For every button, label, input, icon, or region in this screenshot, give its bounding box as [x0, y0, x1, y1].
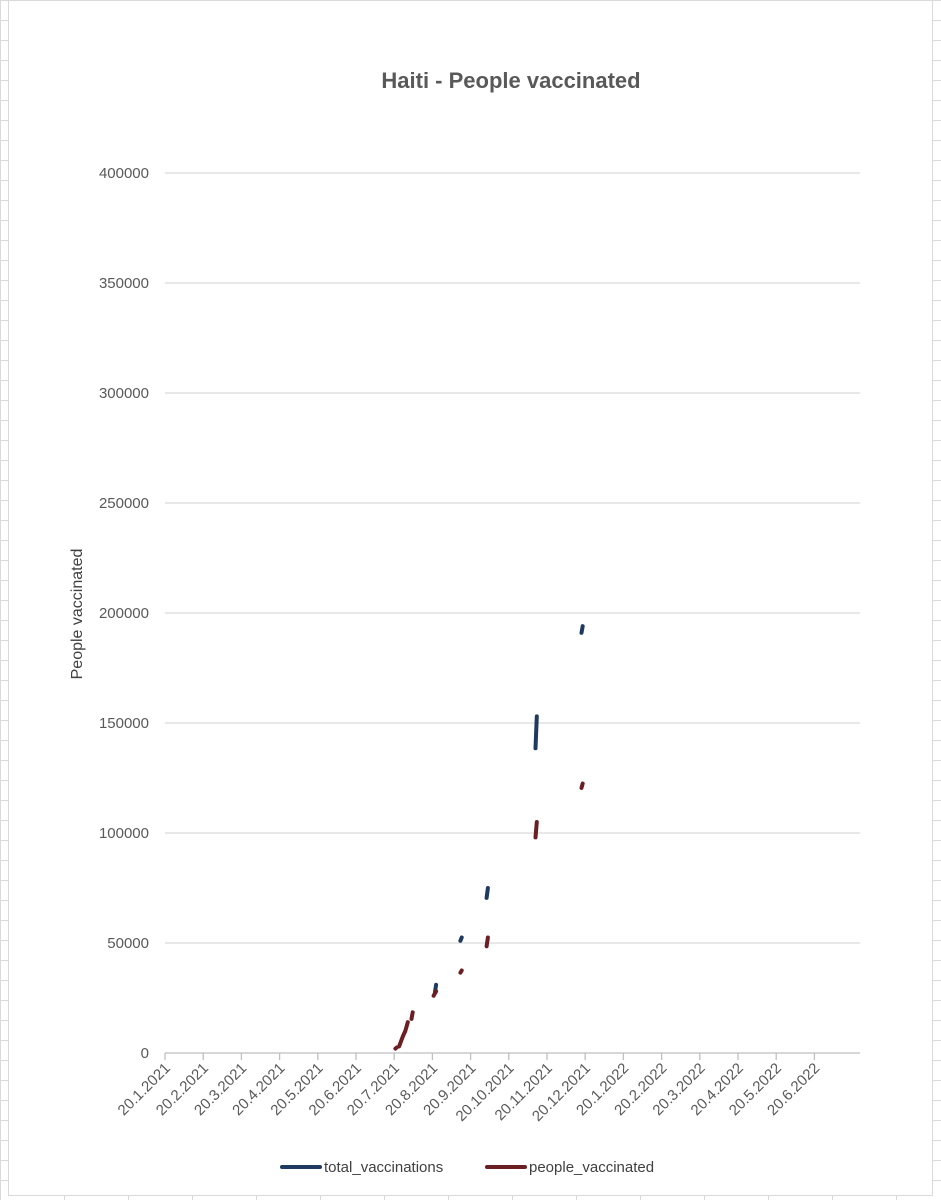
data-line-segment [579, 624, 585, 635]
y-tick-label: 150000 [99, 715, 149, 732]
data-line-segment [393, 1045, 399, 1051]
legend[interactable]: total_vaccinations people_vaccinated [280, 1159, 654, 1176]
x-axis-tick-labels: 20.1.202120.2.202120.3.202120.4.202120.5… [115, 1060, 824, 1125]
y-tick-label: 0 [141, 1045, 149, 1062]
y-tick-label: 350000 [99, 275, 149, 292]
y-tick-label: 300000 [99, 385, 149, 402]
data-line-segment [397, 1020, 410, 1049]
data-line-segment [533, 714, 539, 751]
chart-title: Haiti - People vaccinated [381, 68, 640, 93]
y-tick-label: 100000 [99, 825, 149, 842]
legend-label: people_vaccinated [529, 1159, 654, 1176]
series-layer [393, 624, 585, 1051]
y-tick-label: 400000 [99, 165, 149, 182]
x-axis [164, 1052, 860, 1060]
data-line-segment [458, 935, 464, 943]
series-people_vaccinated [393, 781, 585, 1051]
y-axis-tick-labels: 0 50000 100000 150000 200000 250000 300000 3500… [99, 165, 149, 1062]
y-axis-title: People vaccinated [69, 549, 86, 680]
series-total_vaccinations [432, 624, 585, 995]
data-line-segment [484, 886, 490, 900]
chart-area[interactable] [8, 0, 933, 1196]
data-line-segment [431, 989, 439, 998]
data-line-segment [533, 820, 539, 840]
gridlines [165, 172, 860, 944]
y-tick-label: 250000 [99, 495, 149, 512]
y-tick-label: 200000 [99, 605, 149, 622]
y-tick-label: 50000 [107, 935, 149, 952]
legend-label: total_vaccinations [324, 1159, 443, 1176]
data-line-segment [579, 781, 585, 790]
data-line-segment [484, 935, 490, 949]
data-line-segment [409, 1010, 415, 1021]
data-line-segment [458, 968, 464, 975]
